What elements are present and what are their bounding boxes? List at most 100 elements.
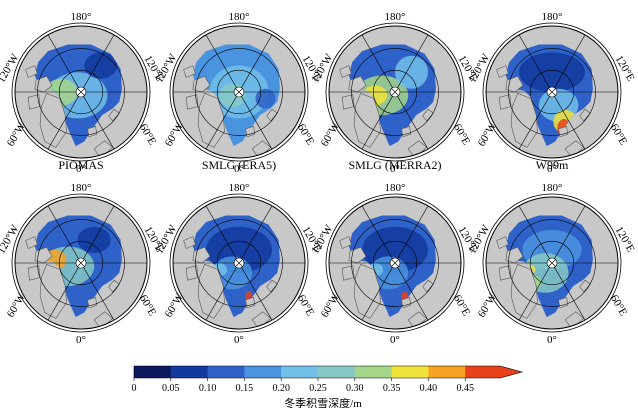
colorbar-segment [391,366,429,378]
panel-title: NESOSIM [526,0,579,1]
land-mass [245,296,256,309]
map-frame [14,25,148,159]
lon-label-60e: 60°E [451,293,473,318]
graticule [486,34,618,150]
land-mass [197,263,225,319]
lon-label-0: 0° [390,163,400,175]
graticule [173,34,305,150]
colorbar-tick-label: 0.20 [272,383,290,394]
lon-label-0: 0° [547,334,557,346]
graticule [15,205,147,321]
colorbar-segment [428,366,466,378]
snow-depth-patch [84,52,118,79]
map-frame [485,25,619,159]
colorbar-segment [170,366,209,378]
land-mass [39,92,67,148]
map-frame [328,25,462,159]
colorbar-tick-label: 0 [132,383,137,394]
panel-title: FY3B/MWRI [48,0,115,1]
panel-title: AMSR/AVHRR [200,0,278,1]
colorbar-tick-label: 0.45 [456,383,474,394]
colorbar-tick-label: 0.05 [162,383,180,394]
land-mass [87,296,98,309]
graticule [486,205,618,321]
lon-label-180: 180° [385,11,406,23]
colorbar-segment [134,366,172,378]
colorbar-tick-label: 0.25 [309,383,327,394]
snow-depth-patch [395,55,428,89]
land-mass [496,236,509,249]
land-mass [87,125,98,138]
panel-title: SMLG (ERA5) [202,158,276,172]
lon-label-180: 180° [542,11,563,23]
land-mass [183,236,196,249]
map-frame [172,196,306,330]
map-frame [485,196,619,330]
colorbar-tick-label: 0.35 [383,383,401,394]
lon-label-60e: 60°E [608,122,630,147]
graticule [15,34,147,150]
land-mass [197,92,225,148]
lon-label-180: 180° [71,182,92,194]
land-mass [353,92,381,148]
lon-label-0: 0° [234,334,244,346]
land-mass [339,236,352,249]
colorbar-tick-label: 0.10 [199,383,217,394]
land-mass [401,296,412,309]
panel-title: W99m [536,158,569,172]
land-mass [558,125,569,138]
graticule [329,34,461,150]
land-mass [183,65,196,78]
land-mass [353,263,381,319]
graticule [329,205,461,321]
colorbar-tick-label: 0.15 [236,383,254,394]
colorbar-label: 冬季积雪深度/m [284,396,362,408]
snow-depth-patch [519,52,585,92]
lon-label-0: 0° [390,334,400,346]
lon-label-180: 180° [385,182,406,194]
colorbar-extend-arrow [465,366,522,378]
lon-label-60e: 60°E [451,122,473,147]
lon-label-0: 0° [76,163,86,175]
land-mass [25,236,38,249]
panel-title: PIOMAS [58,158,103,172]
land-mass [401,125,412,138]
colorbar-tick-label: 0.30 [346,383,364,394]
map-frame [172,25,306,159]
graticule [173,205,305,321]
lon-label-180: 180° [229,182,250,194]
lon-label-60e: 60°E [608,293,630,318]
land-mass [510,92,538,148]
lon-label-60e: 60°E [137,122,159,147]
lon-label-180: 180° [229,11,250,23]
colorbar-segment [281,366,319,378]
land-mass [339,65,352,78]
lon-label-60e: 60°E [295,293,317,318]
land-mass [510,263,538,319]
map-frame [328,196,462,330]
lon-label-0: 0° [76,334,86,346]
map-frame [14,196,148,330]
land-mass [245,125,256,138]
land-mass [496,65,509,78]
land-mass [25,65,38,78]
colorbar-tick-label: 0.40 [420,383,438,394]
lon-label-60e: 60°E [137,293,159,318]
lon-label-60e: 60°E [295,122,317,147]
colorbar-segment [354,366,393,378]
lon-label-180: 180° [71,11,92,23]
land-mass [39,263,67,319]
panel-title: SMLG (MERRA2) [348,158,441,172]
colorbar-segment [318,366,356,378]
lon-label-180: 180° [542,182,563,194]
colorbar-segment [207,366,245,378]
lon-label-0: 0° [547,163,557,175]
